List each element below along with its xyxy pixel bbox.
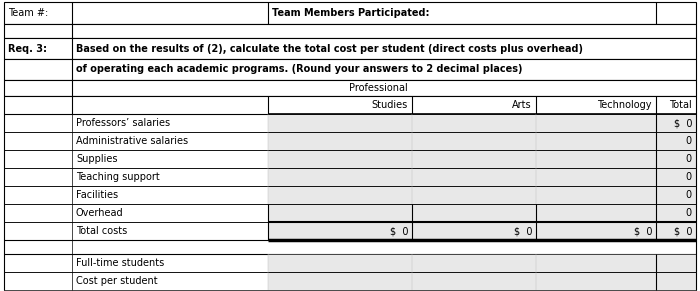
Text: Facilities: Facilities (76, 190, 118, 200)
Text: of operating each academic programs. (Round your answers to 2 decimal places): of operating each academic programs. (Ro… (76, 65, 522, 74)
Text: Team Members Participated:: Team Members Participated: (272, 8, 430, 18)
Bar (4, 24, 696, 38)
Bar (4, 222, 696, 240)
Bar (4, 38, 696, 59)
Bar (4, 132, 696, 150)
Bar (4, 204, 696, 222)
Text: Based on the results of (2), calculate the total cost per student (direct costs : Based on the results of (2), calculate t… (76, 43, 583, 54)
Bar (4, 272, 696, 290)
Bar (4, 186, 696, 204)
Text: Req. 3:: Req. 3: (8, 43, 47, 54)
Text: Team #:: Team #: (8, 8, 48, 18)
Text: Studies: Studies (372, 100, 408, 110)
Bar (268, 132, 696, 150)
Bar (268, 222, 696, 240)
Bar (4, 254, 696, 272)
Bar (268, 186, 696, 204)
Bar (4, 240, 696, 254)
Text: 0: 0 (686, 172, 692, 182)
Text: $  0: $ 0 (673, 118, 692, 128)
Text: $  0: $ 0 (673, 226, 692, 236)
Text: Professional: Professional (349, 83, 408, 93)
Text: $  0: $ 0 (634, 226, 652, 236)
Text: Teaching support: Teaching support (76, 172, 160, 182)
Text: Supplies: Supplies (76, 154, 118, 164)
Bar (4, 150, 696, 168)
Bar (4, 114, 696, 132)
Text: Professors’ salaries: Professors’ salaries (76, 118, 170, 128)
Bar (268, 204, 696, 222)
Bar (268, 254, 696, 272)
Bar (4, 96, 696, 114)
Bar (268, 272, 696, 290)
Text: $  0: $ 0 (389, 226, 408, 236)
Bar (4, 2, 696, 24)
Bar (4, 59, 696, 80)
Text: Total: Total (669, 100, 692, 110)
Text: 0: 0 (686, 190, 692, 200)
Text: $  0: $ 0 (514, 226, 532, 236)
Text: 0: 0 (686, 208, 692, 218)
Text: Overhead: Overhead (76, 208, 124, 218)
Text: 0: 0 (686, 154, 692, 164)
Bar (268, 150, 696, 168)
Text: Cost per student: Cost per student (76, 276, 158, 286)
Text: Total costs: Total costs (76, 226, 127, 236)
Bar (268, 114, 696, 132)
Text: Administrative salaries: Administrative salaries (76, 136, 188, 146)
Text: 0: 0 (686, 136, 692, 146)
Bar (268, 168, 696, 186)
Text: Technology: Technology (598, 100, 652, 110)
Bar (4, 80, 696, 96)
Text: Full-time students: Full-time students (76, 258, 164, 268)
Bar (4, 168, 696, 186)
Text: Arts: Arts (512, 100, 532, 110)
